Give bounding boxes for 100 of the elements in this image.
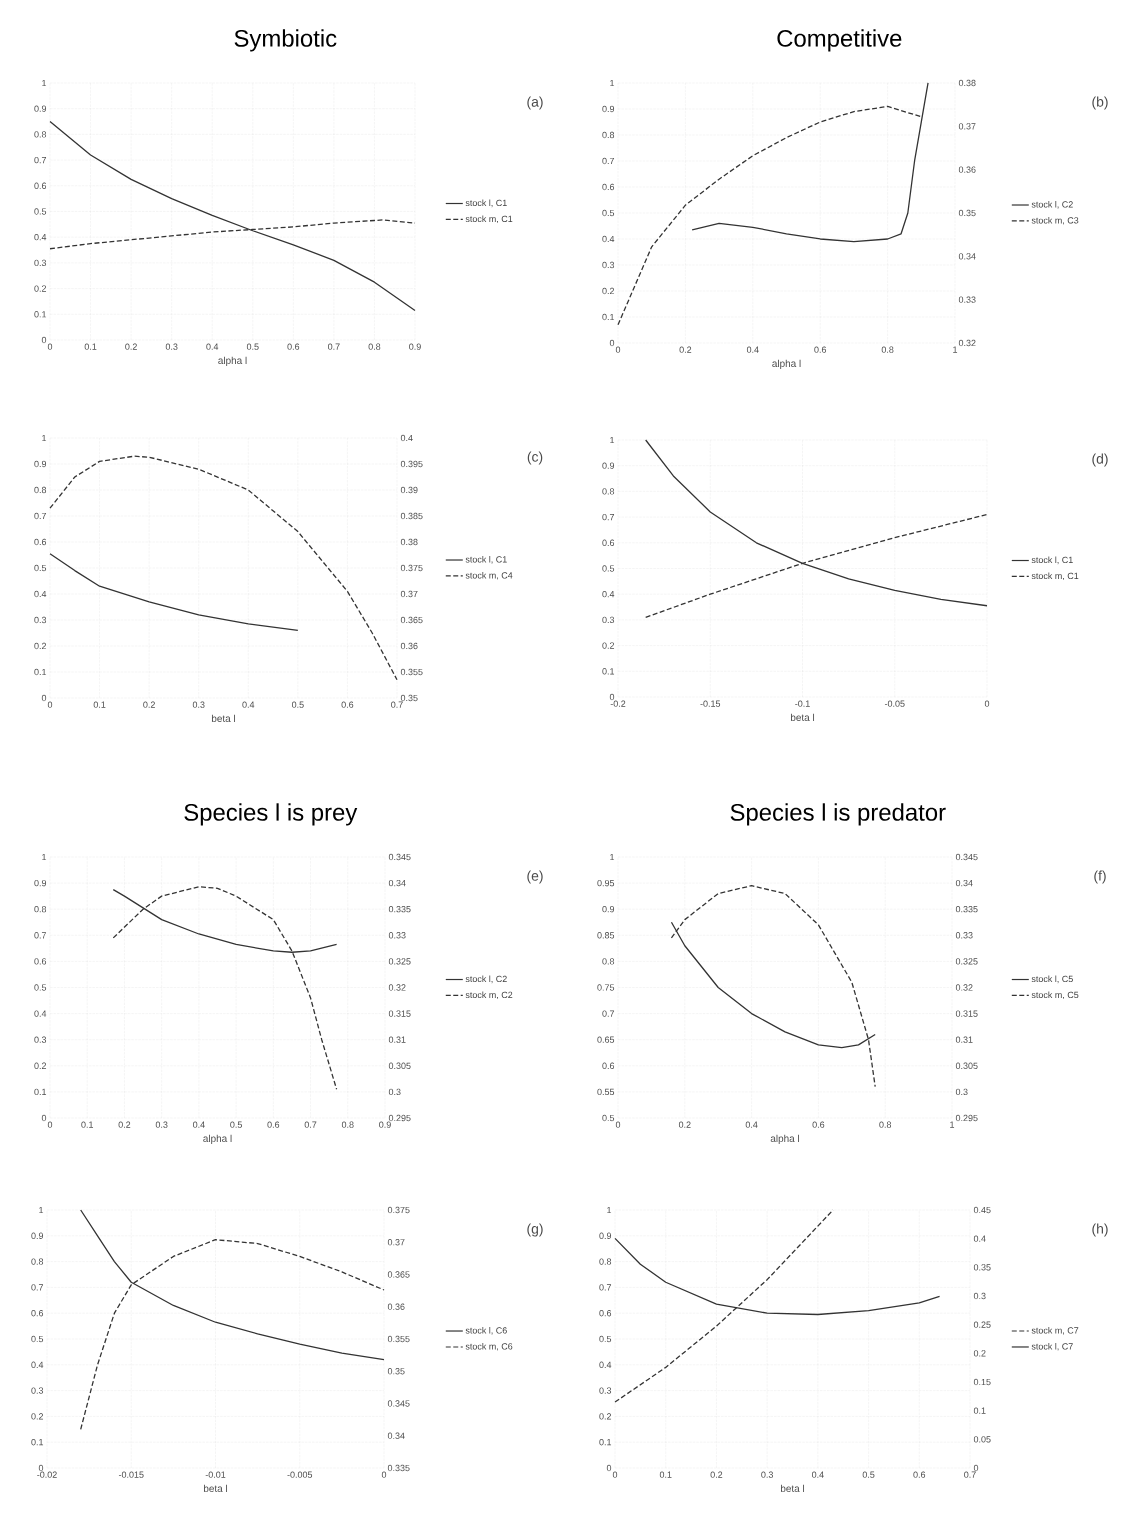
y2-tick-label: 0.345 — [955, 853, 978, 861]
y-tick-label: 0.5 — [34, 208, 47, 215]
y-tick-label: 0.4 — [602, 235, 615, 243]
y-tick-label: 0.7 — [602, 157, 615, 165]
y-tick-label: 0.5 — [602, 1114, 615, 1122]
y2-tick-label: 0.34 — [958, 253, 976, 260]
x-tick-label: -0.02 — [37, 1471, 57, 1478]
text: (a) — [527, 96, 543, 110]
x-axis-title: beta l — [203, 1484, 228, 1493]
y-tick-label: 0.2 — [34, 285, 47, 292]
y-tick-label: 0.95 — [597, 879, 615, 887]
y-tick-label: 0.75 — [597, 984, 615, 991]
x-tick-label: 0.3 — [155, 1121, 168, 1128]
y2-tick-label: 0.36 — [958, 166, 976, 173]
y2-tick-label: 0.36 — [400, 642, 418, 650]
y2-tick-label: 0.395 — [400, 460, 423, 468]
y-tick-label: 0.3 — [599, 1387, 612, 1394]
y-tick-label: 0.3 — [34, 259, 47, 267]
y-tick-label: 0.9 — [602, 906, 615, 913]
x-tick-label: 0.1 — [659, 1471, 672, 1478]
x-axis-title: beta l — [211, 714, 236, 723]
y2-tick-label: 0.315 — [955, 1010, 978, 1017]
y2-tick-label: 0.325 — [955, 958, 978, 965]
x-tick-label: 0.8 — [879, 1121, 892, 1128]
x-tick-label: 0.2 — [679, 346, 692, 353]
x-tick-label: 0.5 — [291, 701, 304, 708]
x-tick-label: -0.15 — [700, 700, 721, 707]
y2-tick-label: 0.33 — [955, 932, 973, 939]
y-tick-label: 0.2 — [34, 642, 47, 650]
y-tick-label: 0.4 — [31, 1361, 44, 1368]
y-tick-label: 0.8 — [602, 958, 615, 965]
x-tick-label: 0.2 — [125, 343, 137, 350]
y-tick-label: 0.8 — [31, 1258, 44, 1265]
y2-tick-label: 0.38 — [400, 538, 418, 546]
x-tick-label: 0.4 — [242, 701, 255, 708]
y-tick-label: 0 — [41, 336, 47, 344]
y-tick-label: 0.9 — [602, 105, 615, 113]
x-axis-title: beta l — [790, 713, 815, 722]
x-tick-label: 0.7 — [304, 1121, 317, 1128]
y-tick-label: 0.8 — [599, 1258, 612, 1265]
y-tick-label: 0.3 — [31, 1387, 44, 1394]
line-series — [691, 82, 929, 243]
y-tick-label: 0.6 — [31, 1310, 44, 1317]
x-tick-label: 0 — [381, 1471, 387, 1478]
y-tick-label: 0.1 — [34, 311, 47, 318]
y-tick-label: 0.6 — [602, 1062, 615, 1069]
y2-tick-label: 0.295 — [955, 1114, 978, 1122]
x-tick-label: 0.8 — [368, 343, 381, 350]
y-tick-label: 1 — [39, 1206, 44, 1214]
y-tick-label: 0.9 — [602, 462, 615, 469]
x-tick-label: 0.2 — [143, 701, 155, 708]
chart-title: Symbiotic — [234, 29, 337, 52]
y2-tick-label: 0.4 — [400, 434, 413, 442]
y-tick-label: 0.7 — [34, 512, 47, 520]
y-tick-label: 0.8 — [34, 906, 47, 913]
x-tick-label: 0.2 — [678, 1121, 691, 1128]
x-tick-label: -0.2 — [610, 700, 626, 707]
y2-tick-label: 0.35 — [958, 209, 976, 217]
y-tick-label: 0.6 — [34, 538, 47, 546]
y-tick-label: 0.4 — [34, 1010, 47, 1017]
y-tick-label: 0.7 — [602, 1010, 615, 1017]
x-tick-label: 0.1 — [93, 701, 106, 708]
y2-tick-label: 0.295 — [388, 1114, 411, 1122]
x-tick-label: 0.4 — [206, 343, 219, 350]
y2-tick-label: 0.3 — [973, 1292, 986, 1300]
y-tick-label: 0.8 — [34, 131, 47, 138]
legend-label: stock l, C7 — [1031, 1342, 1073, 1351]
y2-tick-label: 0.335 — [955, 906, 978, 913]
y-tick-label: 1 — [610, 79, 615, 87]
y-tick-label: 0.8 — [34, 486, 47, 494]
y-tick-label: 0.1 — [602, 313, 615, 321]
y2-tick-label: 0.34 — [955, 879, 973, 887]
legend-label: stock m, C2 — [465, 991, 513, 1000]
y-tick-label: 0.5 — [34, 564, 47, 572]
y2-tick-label: 0.05 — [973, 1436, 991, 1443]
x-axis-title: alpha l — [772, 359, 801, 369]
y2-tick-label: 0.355 — [387, 1335, 410, 1343]
text: (b) — [1092, 96, 1108, 110]
y-tick-label: 1 — [42, 853, 47, 861]
y2-tick-label: 0.345 — [388, 853, 411, 861]
y-tick-label: 0.1 — [34, 668, 47, 676]
y-tick-label: 1 — [42, 434, 47, 442]
y2-tick-label: 0.37 — [387, 1239, 405, 1246]
chart-title: Species l is predator — [730, 803, 946, 826]
line-series — [49, 120, 416, 312]
x-tick-label: -0.1 — [795, 700, 810, 707]
y-tick-label: 0.2 — [602, 287, 615, 295]
y-tick-label: 0.9 — [599, 1232, 612, 1239]
y-tick-label: 1 — [607, 1206, 612, 1214]
line-series — [670, 885, 876, 1088]
legend-label: stock l, C6 — [465, 1327, 507, 1335]
y2-tick-label: 0.39 — [400, 486, 418, 494]
text: (h) — [1092, 1223, 1108, 1237]
y2-tick-label: 0.34 — [387, 1432, 405, 1439]
y-tick-label: 0.55 — [597, 1088, 615, 1096]
y-tick-label: 0 — [38, 1464, 44, 1472]
x-tick-label: 0.6 — [267, 1121, 280, 1128]
line-series — [49, 455, 398, 681]
legend-label: stock m, C1 — [465, 215, 513, 224]
y-tick-label: 0 — [41, 694, 47, 702]
